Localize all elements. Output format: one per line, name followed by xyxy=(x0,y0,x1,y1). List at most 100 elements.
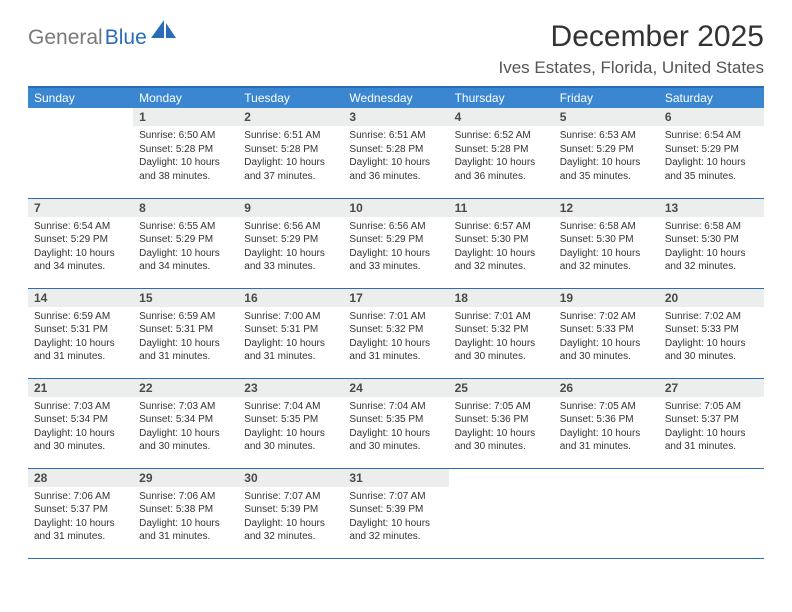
sunrise-text: Sunrise: 7:01 AM xyxy=(455,310,548,324)
calendar-day-cell: 6Sunrise: 6:54 AMSunset: 5:29 PMDaylight… xyxy=(659,108,764,198)
day-number: 6 xyxy=(659,108,764,126)
calendar-day-cell: 11Sunrise: 6:57 AMSunset: 5:30 PMDayligh… xyxy=(449,198,554,288)
calendar-day-cell: 8Sunrise: 6:55 AMSunset: 5:29 PMDaylight… xyxy=(133,198,238,288)
daylight-text: Daylight: 10 hours and 31 minutes. xyxy=(560,427,653,454)
day-number: 25 xyxy=(449,379,554,397)
title-block: December 2025 Ives Estates, Florida, Uni… xyxy=(498,20,764,78)
day-content: Sunrise: 6:59 AMSunset: 5:31 PMDaylight:… xyxy=(133,307,238,368)
sunrise-text: Sunrise: 6:56 AM xyxy=(349,220,442,234)
calendar-day-cell: 16Sunrise: 7:00 AMSunset: 5:31 PMDayligh… xyxy=(238,288,343,378)
sunset-text: Sunset: 5:39 PM xyxy=(349,503,442,517)
calendar-day-cell: 19Sunrise: 7:02 AMSunset: 5:33 PMDayligh… xyxy=(554,288,659,378)
calendar-day-cell xyxy=(659,468,764,558)
calendar-day-cell: 12Sunrise: 6:58 AMSunset: 5:30 PMDayligh… xyxy=(554,198,659,288)
sunrise-text: Sunrise: 6:58 AM xyxy=(665,220,758,234)
day-number: 3 xyxy=(343,108,448,126)
day-content: Sunrise: 7:05 AMSunset: 5:36 PMDaylight:… xyxy=(554,397,659,458)
daylight-text: Daylight: 10 hours and 30 minutes. xyxy=(455,427,548,454)
calendar-day-cell: 10Sunrise: 6:56 AMSunset: 5:29 PMDayligh… xyxy=(343,198,448,288)
day-content: Sunrise: 6:55 AMSunset: 5:29 PMDaylight:… xyxy=(133,217,238,278)
day-number: 23 xyxy=(238,379,343,397)
calendar-day-cell: 9Sunrise: 6:56 AMSunset: 5:29 PMDaylight… xyxy=(238,198,343,288)
day-content: Sunrise: 7:01 AMSunset: 5:32 PMDaylight:… xyxy=(449,307,554,368)
daylight-text: Daylight: 10 hours and 30 minutes. xyxy=(665,337,758,364)
calendar-week-row: 21Sunrise: 7:03 AMSunset: 5:34 PMDayligh… xyxy=(28,378,764,468)
calendar-day-cell: 25Sunrise: 7:05 AMSunset: 5:36 PMDayligh… xyxy=(449,378,554,468)
day-number: 16 xyxy=(238,289,343,307)
day-number: 20 xyxy=(659,289,764,307)
sunset-text: Sunset: 5:30 PM xyxy=(560,233,653,247)
day-content: Sunrise: 6:51 AMSunset: 5:28 PMDaylight:… xyxy=(238,126,343,187)
calendar-day-cell: 14Sunrise: 6:59 AMSunset: 5:31 PMDayligh… xyxy=(28,288,133,378)
day-number xyxy=(659,469,764,487)
daylight-text: Daylight: 10 hours and 30 minutes. xyxy=(34,427,127,454)
day-number: 1 xyxy=(133,108,238,126)
day-content: Sunrise: 6:58 AMSunset: 5:30 PMDaylight:… xyxy=(659,217,764,278)
day-number: 21 xyxy=(28,379,133,397)
calendar-day-cell: 2Sunrise: 6:51 AMSunset: 5:28 PMDaylight… xyxy=(238,108,343,198)
day-number xyxy=(449,469,554,487)
calendar-day-cell: 17Sunrise: 7:01 AMSunset: 5:32 PMDayligh… xyxy=(343,288,448,378)
day-number: 14 xyxy=(28,289,133,307)
calendar-table: Sunday Monday Tuesday Wednesday Thursday… xyxy=(28,86,764,559)
weekday-header: Saturday xyxy=(659,87,764,108)
daylight-text: Daylight: 10 hours and 31 minutes. xyxy=(34,337,127,364)
day-content: Sunrise: 7:06 AMSunset: 5:37 PMDaylight:… xyxy=(28,487,133,548)
calendar-day-cell: 3Sunrise: 6:51 AMSunset: 5:28 PMDaylight… xyxy=(343,108,448,198)
calendar-page: GeneralBlue December 2025 Ives Estates, … xyxy=(0,0,792,559)
daylight-text: Daylight: 10 hours and 35 minutes. xyxy=(560,156,653,183)
sunset-text: Sunset: 5:32 PM xyxy=(455,323,548,337)
day-content: Sunrise: 7:02 AMSunset: 5:33 PMDaylight:… xyxy=(659,307,764,368)
daylight-text: Daylight: 10 hours and 36 minutes. xyxy=(349,156,442,183)
sunset-text: Sunset: 5:34 PM xyxy=(34,413,127,427)
day-number: 9 xyxy=(238,199,343,217)
day-number: 12 xyxy=(554,199,659,217)
sunrise-text: Sunrise: 6:50 AM xyxy=(139,129,232,143)
calendar-day-cell: 22Sunrise: 7:03 AMSunset: 5:34 PMDayligh… xyxy=(133,378,238,468)
daylight-text: Daylight: 10 hours and 32 minutes. xyxy=(455,247,548,274)
day-number: 5 xyxy=(554,108,659,126)
sunset-text: Sunset: 5:35 PM xyxy=(349,413,442,427)
sunset-text: Sunset: 5:28 PM xyxy=(455,143,548,157)
sunset-text: Sunset: 5:35 PM xyxy=(244,413,337,427)
logo: GeneralBlue xyxy=(28,26,177,50)
sunrise-text: Sunrise: 6:52 AM xyxy=(455,129,548,143)
sunset-text: Sunset: 5:37 PM xyxy=(665,413,758,427)
sunset-text: Sunset: 5:28 PM xyxy=(139,143,232,157)
calendar-day-cell: 21Sunrise: 7:03 AMSunset: 5:34 PMDayligh… xyxy=(28,378,133,468)
day-content: Sunrise: 6:52 AMSunset: 5:28 PMDaylight:… xyxy=(449,126,554,187)
day-content: Sunrise: 6:56 AMSunset: 5:29 PMDaylight:… xyxy=(238,217,343,278)
calendar-day-cell: 4Sunrise: 6:52 AMSunset: 5:28 PMDaylight… xyxy=(449,108,554,198)
weekday-header: Wednesday xyxy=(343,87,448,108)
day-content: Sunrise: 7:04 AMSunset: 5:35 PMDaylight:… xyxy=(343,397,448,458)
daylight-text: Daylight: 10 hours and 33 minutes. xyxy=(244,247,337,274)
sunrise-text: Sunrise: 7:03 AM xyxy=(34,400,127,414)
calendar-week-row: 1Sunrise: 6:50 AMSunset: 5:28 PMDaylight… xyxy=(28,108,764,198)
sunset-text: Sunset: 5:39 PM xyxy=(244,503,337,517)
daylight-text: Daylight: 10 hours and 32 minutes. xyxy=(349,517,442,544)
calendar-day-cell: 24Sunrise: 7:04 AMSunset: 5:35 PMDayligh… xyxy=(343,378,448,468)
sunset-text: Sunset: 5:33 PM xyxy=(665,323,758,337)
sunrise-text: Sunrise: 7:02 AM xyxy=(665,310,758,324)
sunrise-text: Sunrise: 7:05 AM xyxy=(455,400,548,414)
calendar-day-cell xyxy=(449,468,554,558)
sunrise-text: Sunrise: 6:53 AM xyxy=(560,129,653,143)
calendar-day-cell: 20Sunrise: 7:02 AMSunset: 5:33 PMDayligh… xyxy=(659,288,764,378)
day-number: 28 xyxy=(28,469,133,487)
day-content: Sunrise: 7:01 AMSunset: 5:32 PMDaylight:… xyxy=(343,307,448,368)
day-content: Sunrise: 6:50 AMSunset: 5:28 PMDaylight:… xyxy=(133,126,238,187)
sunset-text: Sunset: 5:34 PM xyxy=(139,413,232,427)
sunset-text: Sunset: 5:29 PM xyxy=(34,233,127,247)
sunrise-text: Sunrise: 7:00 AM xyxy=(244,310,337,324)
calendar-day-cell: 1Sunrise: 6:50 AMSunset: 5:28 PMDaylight… xyxy=(133,108,238,198)
calendar-week-row: 14Sunrise: 6:59 AMSunset: 5:31 PMDayligh… xyxy=(28,288,764,378)
day-content: Sunrise: 7:03 AMSunset: 5:34 PMDaylight:… xyxy=(28,397,133,458)
day-number: 22 xyxy=(133,379,238,397)
day-number: 29 xyxy=(133,469,238,487)
day-number: 27 xyxy=(659,379,764,397)
weekday-header: Thursday xyxy=(449,87,554,108)
daylight-text: Daylight: 10 hours and 31 minutes. xyxy=(34,517,127,544)
sunrise-text: Sunrise: 6:56 AM xyxy=(244,220,337,234)
day-content: Sunrise: 7:04 AMSunset: 5:35 PMDaylight:… xyxy=(238,397,343,458)
sunrise-text: Sunrise: 6:57 AM xyxy=(455,220,548,234)
